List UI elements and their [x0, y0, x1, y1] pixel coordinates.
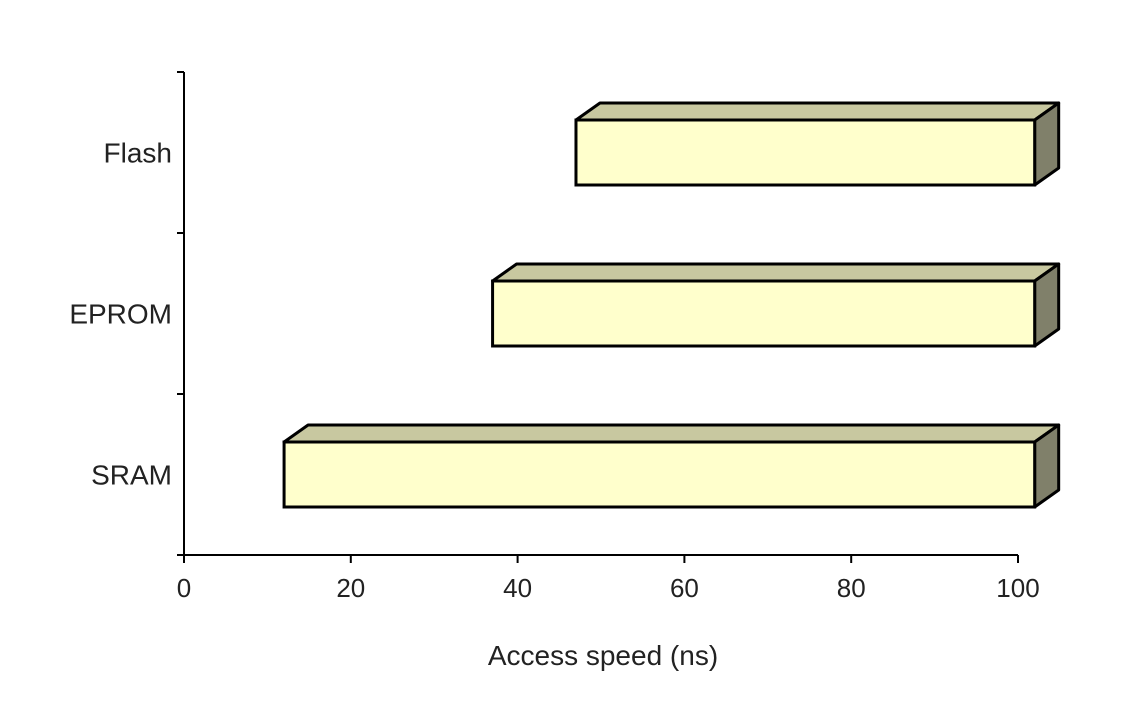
bar-top-face — [574, 101, 1061, 122]
labels-layer: 0 20 40 60 80 100 SRAM EPROM Flash — [69, 138, 1039, 604]
bar — [282, 423, 1061, 509]
axes-layer — [183, 72, 1018, 556]
x-tick-label: 80 — [837, 573, 866, 603]
ticks-layer — [177, 71, 1019, 563]
bar-top-face — [491, 262, 1061, 283]
x-axis-title: Access speed (ns) — [488, 640, 718, 671]
category-label: EPROM — [69, 299, 172, 330]
bar-top-face — [282, 423, 1061, 444]
bar-front-face — [491, 279, 1037, 348]
category-label: Flash — [104, 138, 172, 169]
category-label: SRAM — [91, 460, 172, 491]
bar — [491, 262, 1061, 348]
bars-layer — [282, 101, 1061, 509]
x-tick-label: 100 — [996, 573, 1039, 603]
x-tick-label: 0 — [177, 573, 191, 603]
x-tick-label: 20 — [336, 573, 365, 603]
bar — [574, 101, 1061, 187]
bar-front-face — [574, 118, 1037, 187]
x-tick-label: 40 — [503, 573, 532, 603]
bar-front-face — [282, 440, 1037, 509]
x-tick-label: 60 — [670, 573, 699, 603]
